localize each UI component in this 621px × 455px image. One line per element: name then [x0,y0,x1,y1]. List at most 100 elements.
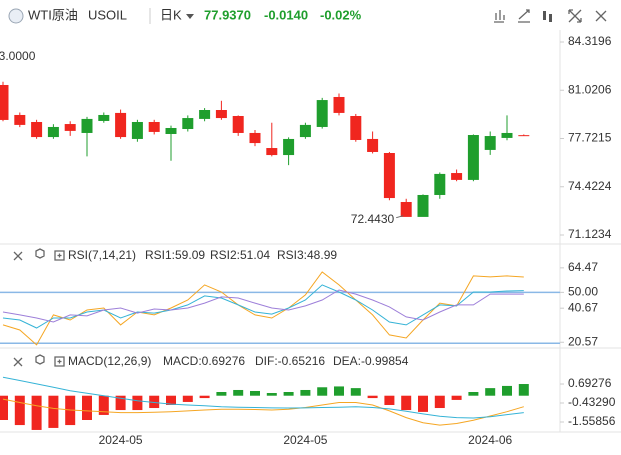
price: 77.9370 [204,7,251,22]
candle-body [299,124,311,138]
candle-body [467,135,479,180]
macd-bar [98,395,109,415]
macd-bar [166,395,176,405]
y-tick-label: 20.57 [568,334,598,348]
settings-icon[interactable] [35,248,45,259]
x-tick-label: 2024-06 [468,433,512,447]
macd-bar [350,388,361,396]
legend-entry: RSI1:59.09 [145,248,205,262]
macd-bar [418,395,428,412]
macd-bar [300,389,311,396]
candle-body [215,110,227,119]
settings-icon[interactable] [35,354,45,365]
candle-body [316,100,328,127]
change-percent: -0.02% [320,7,362,22]
expand-icon[interactable] [54,250,65,261]
x-tick-label: 2024-05 [99,433,143,447]
y-tick-label: 50.00 [568,285,598,299]
candle-body [165,127,177,134]
logo [8,8,24,24]
legend-entry: RSI2:51.04 [210,248,270,262]
candle-body [249,132,261,144]
indicator-line [2,289,524,323]
candle-body [131,121,143,139]
instrument-symbol: USOIL [88,7,127,22]
candle-body [0,84,9,120]
candle-body [148,121,160,132]
high-annotation: 83.0000 [0,49,36,63]
period[interactable]: 日K [160,7,182,22]
macd-bar [451,395,462,400]
candle-body [283,138,295,156]
macd-bar [82,395,92,420]
candle-body [333,96,345,113]
macd-bar [115,395,126,411]
candle-body [115,112,127,138]
candle-body [417,194,429,217]
indicator-title: MACD(12,26,9) [68,354,151,368]
macd-bar [233,389,244,396]
candle-body [199,110,211,119]
y-tick-label: 64.47 [568,260,598,274]
indicator-title: RSI(7,14,21) [68,248,136,262]
indicator-line [2,376,524,419]
candle-body [182,118,194,130]
y-tick-label: 71.1234 [568,227,612,241]
y-tick-label: 81.0206 [568,82,612,96]
macd-bar [199,395,210,399]
y-tick-label: 74.4224 [568,179,612,193]
remove-icon[interactable] [13,357,23,367]
macd-bar [0,395,8,420]
close-icon[interactable] [595,10,607,22]
macd-bar [367,395,378,399]
remove-icon[interactable] [13,251,23,261]
macd-bar [317,387,328,396]
draw-icon[interactable] [518,9,530,23]
candle-body [451,173,463,180]
candle-body [81,118,93,133]
indicator-icon[interactable] [494,10,505,23]
toolbar-icons[interactable] [494,9,607,23]
macd-bar [502,385,512,396]
expand-icon[interactable] [54,356,65,367]
candle-body [31,121,43,138]
macd-bar [485,388,496,396]
candle-body [98,114,110,121]
macd-bar [266,393,277,396]
indicator-line [2,398,524,426]
candle-body [518,135,530,137]
instrument-name: WTI原油 [28,7,78,22]
candle-body [434,173,446,195]
candle-body [484,136,496,150]
indicator-line [2,284,524,329]
macd-bar [334,386,344,396]
macd-bar [48,395,59,428]
candle-body [367,138,379,152]
legend-entry: RSI3:48.99 [277,248,337,262]
fullscreen-icon[interactable] [568,9,582,23]
macd-bar [14,395,25,426]
low-annotation: 72.4430 [351,212,395,226]
candle-icon[interactable] [543,11,552,22]
y-tick-label: 0.69276 [568,376,612,390]
annotation-line [396,215,404,219]
x-tick-label: 2024-05 [283,433,327,447]
macd-bar [132,395,143,411]
macd-bar [401,395,412,411]
candle-body [383,153,395,199]
candle-body [400,201,412,217]
legend-entry: DIF:-0.65216 [255,354,325,368]
candle-body [350,115,362,140]
candle-body [64,124,76,131]
candle-body [14,114,26,125]
macd-bar [384,395,395,405]
macd-bar [468,392,479,396]
legend-entry: DEA:-0.99854 [333,354,409,368]
dropdown-arrow[interactable] [186,14,194,19]
indicator-line [2,271,524,346]
macd-bar [518,384,529,396]
candle-body [47,126,59,138]
y-tick-label: -0.43290 [568,395,616,409]
